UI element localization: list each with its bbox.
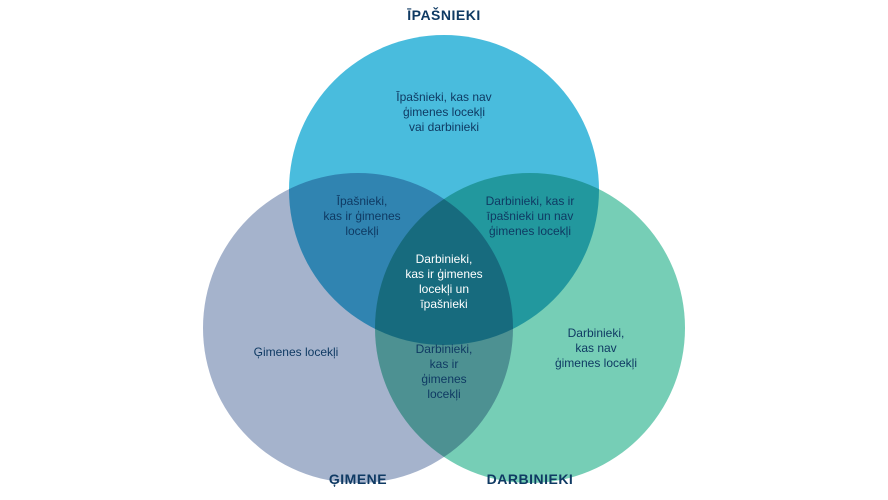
- region-label-line: Darbinieki,: [506, 326, 686, 341]
- region-label-line: locekļi un: [354, 282, 534, 297]
- region-label-line: īpašnieki un nav: [440, 209, 620, 224]
- region-label-line: ģimenes locekļi: [354, 105, 534, 120]
- region-label-line: kas ir ģimenes: [354, 267, 534, 282]
- outer-label-owners: ĪPAŠNIEKI: [344, 7, 544, 23]
- region-center-all: Darbinieki,kas ir ģimeneslocekļi unīpašn…: [354, 252, 534, 312]
- region-label-line: kas nav: [506, 341, 686, 356]
- region-label-line: Darbinieki, kas ir: [440, 194, 620, 209]
- region-label-line: ģimenes locekļi: [440, 224, 620, 239]
- venn-diagram: ĪPAŠNIEKI ĢIMENE DARBINIEKI Īpašnieki, k…: [0, 0, 888, 500]
- region-label-line: kas ir ģimenes: [272, 209, 452, 224]
- region-label-line: ģimenes: [354, 372, 534, 387]
- outer-label-employees: DARBINIEKI: [430, 471, 630, 487]
- region-label-line: ģimenes locekļi: [506, 356, 686, 371]
- region-label-line: locekļi: [354, 387, 534, 402]
- region-label-line: Īpašnieki,: [272, 194, 452, 209]
- region-label-line: Īpašnieki, kas nav: [354, 90, 534, 105]
- region-owners-only: Īpašnieki, kas navģimenes locekļivai dar…: [354, 90, 534, 135]
- region-label-line: vai darbinieki: [354, 120, 534, 135]
- region-owners-employees: Darbinieki, kas irīpašnieki un navģimene…: [440, 194, 620, 239]
- region-label-line: Darbinieki,: [354, 252, 534, 267]
- region-label-line: īpašnieki: [354, 297, 534, 312]
- outer-label-family: ĢIMENE: [258, 471, 458, 487]
- region-owners-family: Īpašnieki,kas ir ģimeneslocekļi: [272, 194, 452, 239]
- region-employees-only: Darbinieki,kas navģimenes locekļi: [506, 326, 686, 371]
- region-label-line: locekļi: [272, 224, 452, 239]
